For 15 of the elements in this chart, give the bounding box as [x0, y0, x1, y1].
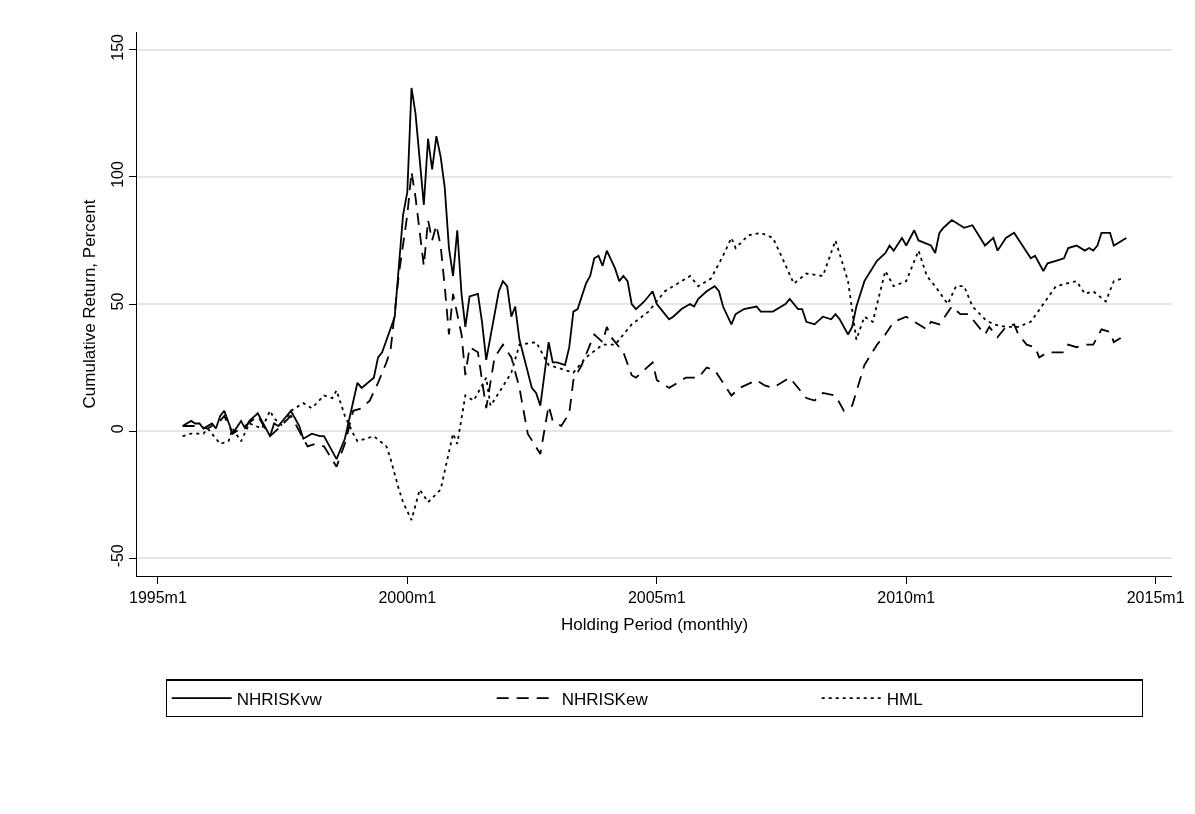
- x-tick-label: 2005m1: [627, 589, 686, 607]
- legend-label: HML: [886, 689, 923, 709]
- legend-label: NHRISKvw: [236, 689, 323, 709]
- y-tick-label: 50: [108, 292, 126, 311]
- x-axis-title: Holding Period (monthly): [560, 614, 749, 634]
- y-tick-label: 100: [108, 161, 126, 188]
- y-axis-title: Cumulative Return, Percent: [80, 199, 100, 409]
- x-tick-label: 1995m1: [128, 589, 187, 607]
- x-tick-label: 2015m1: [1126, 589, 1185, 607]
- x-tick-label: 2010m1: [877, 589, 936, 607]
- legend-label: NHRISKew: [561, 689, 649, 709]
- y-tick-label: 0: [108, 424, 126, 434]
- x-tick-label: 2000m1: [378, 589, 437, 607]
- y-tick-label: 150: [108, 33, 126, 61]
- y-tick-label: -50: [108, 544, 126, 568]
